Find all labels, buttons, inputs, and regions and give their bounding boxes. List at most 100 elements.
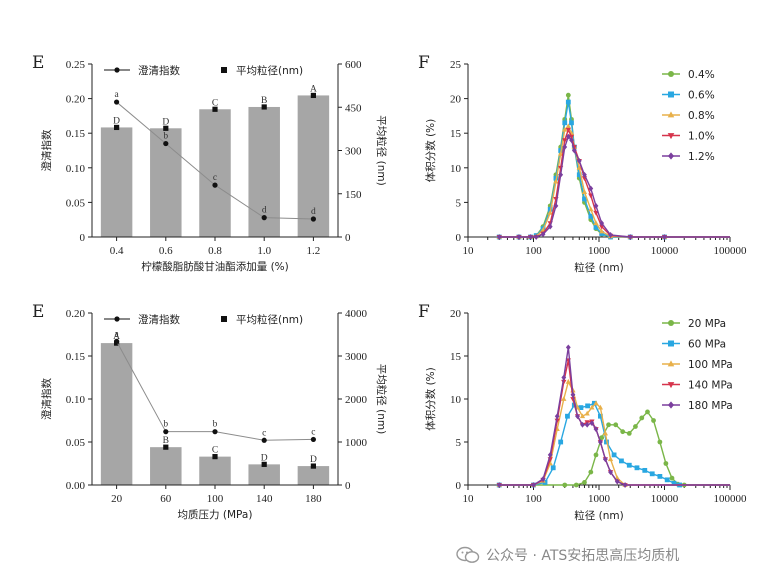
series-point — [608, 232, 613, 238]
legend-label: 180 MPa — [688, 400, 733, 412]
series-line — [499, 379, 730, 486]
series-point — [516, 234, 522, 240]
series-point — [657, 474, 663, 479]
bar — [100, 343, 133, 485]
series-point — [576, 164, 582, 170]
x-tick-label: 140 — [256, 493, 273, 505]
series-point — [614, 478, 620, 485]
series-point — [634, 465, 640, 471]
panel-letter: F — [418, 53, 430, 73]
line-point — [163, 140, 169, 147]
legend-marker — [114, 67, 120, 73]
line-point — [310, 436, 316, 443]
line-letter: b — [213, 420, 218, 430]
series-point — [582, 196, 587, 202]
series-point — [589, 420, 595, 426]
bar-letter: B — [261, 96, 267, 106]
series-line — [499, 410, 730, 486]
series-point — [568, 134, 575, 140]
series-point — [565, 99, 571, 105]
series-point — [619, 458, 624, 464]
y-axis-label: 体积分数 (%) — [424, 367, 437, 431]
bar-letter: C — [212, 446, 218, 456]
x-tick-label: 1.0 — [257, 245, 271, 257]
series-point — [599, 231, 605, 236]
series-point — [593, 426, 599, 432]
line-letter: c — [213, 173, 217, 183]
legend-label: 澄清指数 — [138, 313, 180, 326]
y2-tick-label: 0 — [345, 480, 351, 492]
series-point — [593, 202, 599, 209]
y2-tick-label: 0 — [345, 232, 351, 244]
y-tick-label: 0.05 — [66, 197, 86, 209]
series-point — [588, 469, 594, 475]
series-point — [565, 123, 571, 129]
line-letter: c — [311, 427, 315, 437]
series-point — [627, 234, 633, 240]
series-point — [580, 421, 585, 428]
legend-marker — [667, 360, 675, 367]
bar — [297, 95, 330, 237]
x-tick-label: 10 — [463, 493, 475, 505]
legend-label: 1.2% — [688, 151, 715, 163]
y-tick-label: 5 — [456, 197, 462, 209]
y2-tick-label: 3000 — [345, 351, 368, 363]
series-point — [597, 413, 603, 419]
series-point — [565, 413, 570, 419]
series-point — [565, 378, 571, 384]
series-point — [649, 471, 655, 477]
series-point — [562, 138, 568, 143]
series-point — [663, 461, 669, 466]
series-point — [565, 127, 571, 133]
y-tick-label: 0.25 — [66, 59, 86, 71]
x-axis-label: 柠檬酸脂肪酸甘油酯添加量 (%) — [141, 260, 289, 273]
series-point — [593, 224, 599, 230]
series-point — [593, 400, 599, 406]
series-point — [553, 202, 559, 209]
line-point — [261, 215, 267, 221]
x-tick-label: 100 — [525, 245, 542, 257]
legend-marker — [667, 133, 675, 140]
series-point — [553, 178, 559, 184]
x-tick-label: 1000 — [588, 245, 611, 257]
legend-marker — [668, 71, 674, 77]
legend-label: 20 MPa — [688, 318, 726, 330]
legend-marker — [221, 316, 227, 322]
series-point — [531, 482, 536, 488]
series-point — [662, 234, 667, 240]
series-point — [606, 422, 611, 428]
bar-point — [261, 104, 267, 110]
series-point — [657, 439, 663, 445]
series-point — [547, 209, 553, 215]
y-axis-label: 体积分数 (%) — [424, 119, 437, 183]
series-point — [602, 456, 608, 463]
legend-label: 1.0% — [688, 131, 715, 143]
y-axis-label: 澄清指数 — [40, 378, 53, 420]
series-point — [613, 422, 619, 428]
bar-point — [310, 92, 316, 99]
series-point — [597, 404, 604, 410]
legend-label: 0.8% — [688, 110, 715, 122]
y-axis-label: 澄清指数 — [40, 129, 53, 171]
series-point — [611, 452, 617, 458]
x-tick-label: 180 — [305, 493, 322, 505]
y-tick-label: 0 — [456, 480, 462, 492]
bar-letter: D — [162, 117, 169, 127]
series-point — [669, 475, 675, 481]
y-tick-label: 0 — [80, 232, 86, 244]
series-point — [562, 126, 568, 132]
legend-label: 0.6% — [688, 90, 715, 102]
series-point — [562, 482, 568, 488]
x-tick-label: 1.2 — [307, 245, 321, 257]
legend-label: 平均粒径(nm) — [236, 313, 303, 326]
legend-label: 0.4% — [688, 69, 715, 81]
y2-tick-label: 300 — [345, 146, 362, 158]
y-tick-label: 10 — [450, 394, 462, 406]
bar-point — [261, 461, 267, 467]
bar-point — [310, 463, 316, 469]
series-point — [651, 418, 656, 423]
legend-label: 60 MPa — [688, 339, 726, 351]
x-tick-label: 60 — [160, 493, 172, 505]
panel-letter: F — [418, 302, 430, 322]
series-point — [561, 374, 567, 381]
